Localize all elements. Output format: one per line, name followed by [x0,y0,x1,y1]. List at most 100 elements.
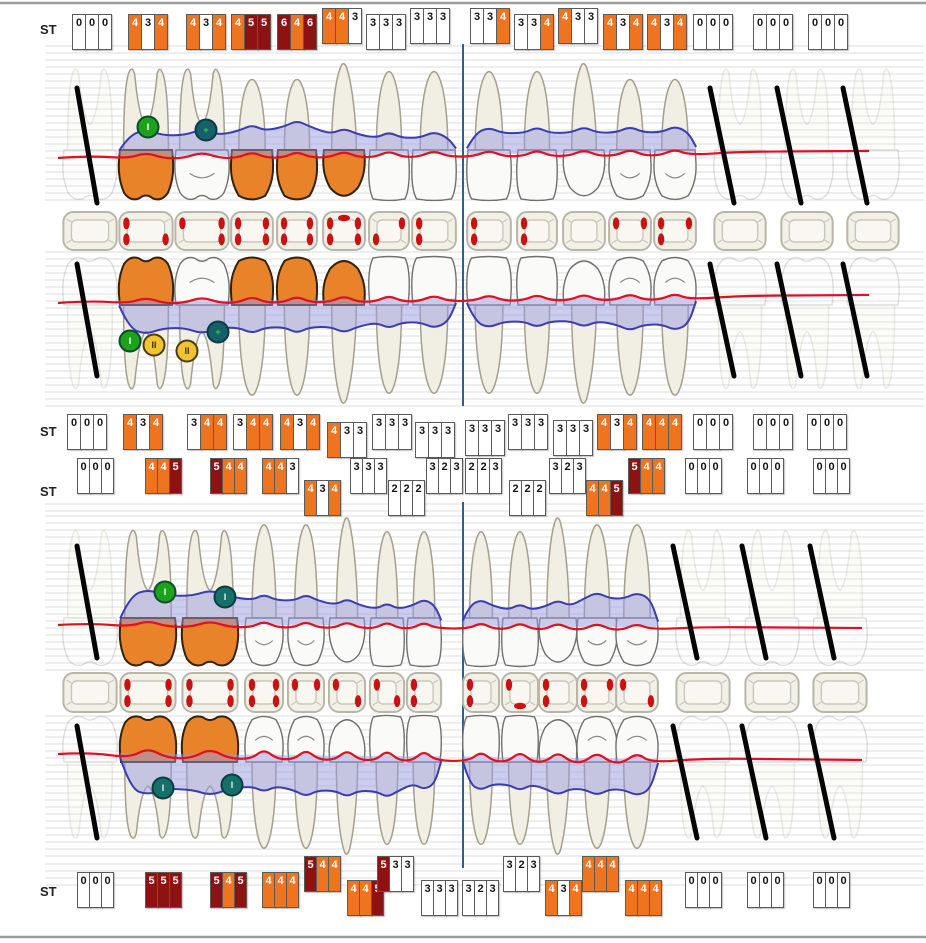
st-cell-upper-palatal-t16-1[interactable]: 0 [807,414,821,450]
st-cell-upper-buccal-t13-2[interactable]: 3 [660,14,674,50]
st-cell-upper-buccal-t6-3[interactable]: 3 [348,8,362,44]
st-cell-upper-palatal-t7-2[interactable]: 3 [385,414,399,450]
st-cell-upper-buccal-t12-2[interactable]: 3 [616,14,630,50]
occlusal-tooth-lower-6[interactable] [327,672,367,713]
st-cell-upper-buccal-t10-3[interactable]: 4 [540,14,554,50]
tooth-lower-11-lingual[interactable] [538,517,578,663]
st-cell-upper-buccal-t13-3[interactable]: 4 [673,14,687,50]
st-cell-upper-buccal-t4-2[interactable]: 5 [244,14,258,50]
st-cell-upper-palatal-t15-1[interactable]: 0 [753,414,767,450]
st-cell-upper-buccal-t4-3[interactable]: 5 [257,14,271,50]
st-cell-lower-buccal-t3-3[interactable]: 5 [234,872,247,908]
st-cell-upper-buccal-t1-3[interactable]: 0 [98,14,112,50]
st-cell-upper-buccal-t4-1[interactable]: 4 [231,14,245,50]
st-cell-upper-palatal-t12-1[interactable]: 4 [597,414,611,450]
st-cell-upper-palatal-t14-3[interactable]: 0 [719,414,733,450]
st-cell-lower-lingual-t6-1[interactable]: 3 [350,458,363,494]
st-cell-upper-palatal-t8-1[interactable]: 3 [415,422,429,458]
tooth-lower-7-lingual[interactable] [369,531,405,668]
st-cell-upper-buccal-t14-1[interactable]: 0 [693,14,707,50]
st-cell-lower-buccal-t13-1[interactable]: 4 [625,880,638,916]
st-cell-upper-buccal-t2-1[interactable]: 4 [128,14,142,50]
st-cell-lower-buccal-t4-3[interactable]: 4 [286,872,299,908]
st-cell-upper-palatal-t16-2[interactable]: 0 [820,414,834,450]
tooth-upper-8-buccal[interactable] [411,70,457,202]
st-cell-lower-lingual-t9-3[interactable]: 3 [489,458,502,494]
st-cell-upper-buccal-t8-3[interactable]: 3 [436,8,450,44]
st-cell-upper-palatal-t11-1[interactable]: 3 [553,420,567,456]
st-cell-lower-buccal-t14-3[interactable]: 0 [709,872,722,908]
tooth-lower-8-lingual[interactable] [406,531,442,668]
st-cell-upper-palatal-t14-1[interactable]: 0 [693,414,707,450]
furcation-marker-g1[interactable]: I [153,580,177,604]
furcation-marker-tp[interactable]: + [194,118,218,142]
st-cell-upper-palatal-t13-3[interactable]: 4 [668,414,682,450]
st-cell-upper-buccal-t8-2[interactable]: 3 [423,8,437,44]
st-cell-upper-palatal-t13-2[interactable]: 4 [655,414,669,450]
tooth-upper-7-buccal[interactable] [368,70,410,202]
st-cell-lower-lingual-t11-3[interactable]: 3 [573,458,586,494]
st-cell-upper-buccal-t11-1[interactable]: 4 [558,8,572,44]
st-cell-upper-palatal-t9-1[interactable]: 3 [465,420,479,456]
st-cell-upper-palatal-t4-3[interactable]: 4 [259,414,273,450]
occlusal-tooth-lower-3[interactable] [181,672,239,713]
st-cell-upper-buccal-t3-1[interactable]: 4 [186,14,200,50]
occlusal-tooth-upper-13[interactable] [653,211,697,251]
occlusal-tooth-upper-3[interactable] [174,211,230,251]
st-cell-lower-buccal-t16-3[interactable]: 0 [837,872,850,908]
st-cell-upper-buccal-t7-2[interactable]: 3 [379,14,393,50]
furcation-marker-t1[interactable]: I [213,585,237,609]
occlusal-tooth-lower-4[interactable] [244,672,284,713]
st-cell-upper-buccal-t10-1[interactable]: 3 [514,14,528,50]
occlusal-tooth-upper-15[interactable] [780,211,834,251]
st-cell-lower-lingual-t12-2[interactable]: 4 [598,480,611,516]
furcation-marker-g1[interactable]: I [118,329,142,353]
st-cell-upper-buccal-t15-2[interactable]: 0 [766,14,780,50]
st-cell-upper-palatal-t11-2[interactable]: 3 [566,420,580,456]
tooth-upper-6-buccal[interactable] [322,62,366,197]
st-cell-lower-buccal-t8-2[interactable]: 3 [433,880,446,916]
st-cell-upper-buccal-t1-2[interactable]: 0 [85,14,99,50]
st-cell-upper-palatal-t3-1[interactable]: 3 [187,414,201,450]
tooth-upper-9-palatal[interactable] [466,255,512,394]
st-cell-lower-buccal-t12-3[interactable]: 4 [606,856,619,892]
occlusal-tooth-lower-9[interactable] [461,672,501,713]
st-cell-upper-buccal-t12-3[interactable]: 4 [629,14,643,50]
occlusal-tooth-upper-7[interactable] [368,211,410,251]
st-cell-upper-buccal-t9-1[interactable]: 3 [470,8,484,44]
occlusal-tooth-lower-7[interactable] [368,672,406,713]
st-cell-upper-buccal-t11-2[interactable]: 3 [571,8,585,44]
st-cell-upper-buccal-t5-2[interactable]: 4 [290,14,304,50]
tooth-upper-8-palatal[interactable] [411,255,457,394]
st-cell-lower-buccal-t10-3[interactable]: 3 [527,856,540,892]
st-cell-lower-buccal-t13-3[interactable]: 4 [649,880,662,916]
st-cell-upper-buccal-t7-3[interactable]: 3 [392,14,406,50]
st-cell-lower-lingual-t10-3[interactable]: 2 [533,480,546,516]
st-cell-upper-palatal-t4-1[interactable]: 3 [233,414,247,450]
occlusal-tooth-lower-16[interactable] [812,672,868,713]
st-cell-upper-buccal-t13-1[interactable]: 4 [647,14,661,50]
st-cell-upper-buccal-t14-3[interactable]: 0 [719,14,733,50]
st-cell-upper-palatal-t8-2[interactable]: 3 [428,422,442,458]
st-cell-upper-palatal-t5-1[interactable]: 4 [280,414,294,450]
st-cell-upper-palatal-t6-2[interactable]: 3 [340,422,354,458]
st-cell-upper-buccal-t16-2[interactable]: 0 [821,14,835,50]
occlusal-tooth-upper-8[interactable] [411,211,457,251]
tooth-lower-4-lingual[interactable] [244,524,284,667]
st-cell-upper-palatal-t10-2[interactable]: 3 [521,414,535,450]
occlusal-tooth-upper-11[interactable] [562,211,606,251]
st-cell-upper-palatal-t9-3[interactable]: 3 [491,420,505,456]
furcation-marker-g1[interactable]: I [136,115,160,139]
st-cell-lower-lingual-t5-3[interactable]: 4 [328,480,341,516]
st-cell-lower-lingual-t12-3[interactable]: 5 [610,480,623,516]
st-cell-lower-lingual-t13-3[interactable]: 4 [652,458,665,494]
st-cell-upper-palatal-t6-1[interactable]: 4 [327,422,341,458]
occlusal-tooth-lower-11[interactable] [538,672,578,713]
st-cell-upper-palatal-t1-3[interactable]: 0 [93,414,107,450]
st-cell-upper-palatal-t7-1[interactable]: 3 [372,414,386,450]
st-cell-upper-buccal-t9-3[interactable]: 4 [496,8,510,44]
furcation-marker-t1[interactable]: I [151,776,175,800]
tooth-upper-10-palatal[interactable] [516,255,558,394]
st-cell-upper-palatal-t13-1[interactable]: 4 [642,414,656,450]
st-cell-lower-lingual-t4-3[interactable]: 3 [286,458,299,494]
